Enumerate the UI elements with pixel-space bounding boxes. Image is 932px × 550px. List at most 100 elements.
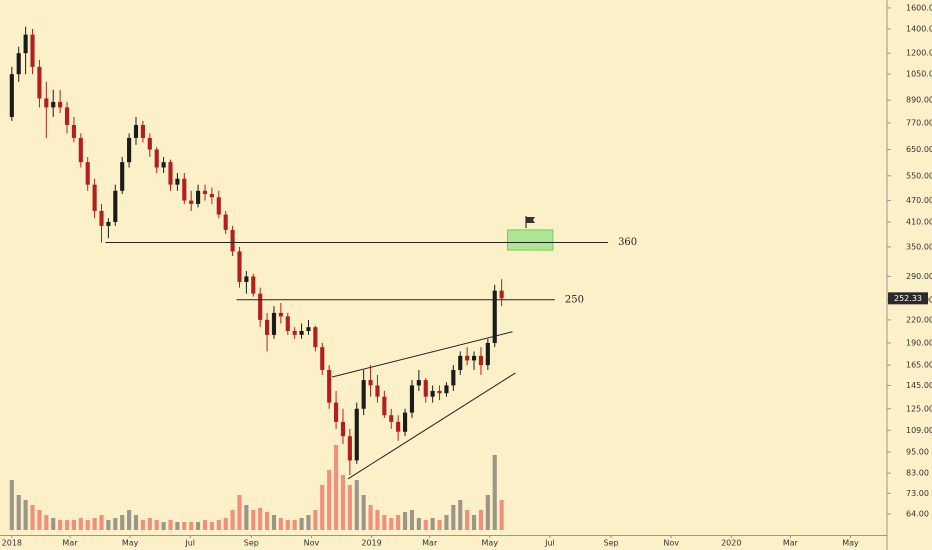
- volume-bar: [299, 518, 304, 530]
- y-tick-label: 650.00: [906, 145, 932, 154]
- candle-body: [189, 200, 194, 204]
- candle-body: [292, 330, 297, 335]
- volume-bar: [51, 518, 56, 530]
- volume-bar: [389, 518, 394, 530]
- x-tick-label: Sep: [244, 539, 259, 548]
- volume-bar: [209, 522, 214, 530]
- volume-bar: [202, 520, 208, 530]
- volume-bar: [182, 522, 187, 530]
- candle-body: [244, 276, 249, 282]
- candle-body: [327, 369, 332, 403]
- candle-body: [196, 190, 201, 204]
- volume-bar: [444, 515, 449, 530]
- y-tick-label: 145.00: [906, 381, 932, 390]
- volume-bar: [354, 480, 359, 530]
- candle-body: [361, 380, 366, 409]
- volume-bar: [223, 518, 228, 530]
- x-tick-label: Mar: [62, 539, 78, 548]
- candle-body: [313, 327, 318, 348]
- volume-bar: [278, 518, 283, 530]
- x-tick-label: Nov: [304, 539, 320, 548]
- volume-bar: [361, 495, 366, 530]
- candle-body: [113, 190, 118, 223]
- volume-bar: [120, 515, 125, 530]
- candle-body: [37, 66, 42, 99]
- volume-bar: [58, 520, 63, 530]
- volume-bar: [99, 515, 104, 530]
- volume-bar: [16, 495, 21, 530]
- candle-body: [451, 369, 456, 386]
- candle-body: [23, 34, 28, 54]
- candle-body: [333, 402, 339, 422]
- candle-body: [237, 251, 242, 282]
- last-price-label: 252.33: [894, 294, 922, 303]
- volume-bar: [465, 510, 470, 530]
- volume-bar: [471, 515, 477, 530]
- candle-body: [402, 412, 408, 432]
- candle-body: [140, 124, 145, 138]
- y-tick-label: 1200.00: [906, 49, 932, 58]
- candle-body: [430, 390, 435, 397]
- candle-body: [71, 124, 76, 138]
- candle-body: [154, 149, 159, 168]
- volume-bar: [285, 520, 290, 530]
- y-tick-label: 1400.00: [906, 24, 932, 33]
- x-tick-label: May: [122, 539, 139, 548]
- candle-body: [382, 396, 387, 416]
- candle-body: [58, 101, 63, 108]
- candle-body: [444, 385, 449, 394]
- candle-body: [471, 355, 477, 361]
- x-tick-label: Mar: [422, 539, 438, 548]
- candle-body: [478, 355, 484, 366]
- candle-body: [147, 137, 152, 150]
- volume-bar: [423, 520, 428, 530]
- candle-body: [409, 385, 415, 413]
- candle-body: [437, 390, 442, 394]
- flag-icon: [525, 216, 535, 228]
- candle-body: [278, 312, 283, 317]
- trend-line: [347, 372, 516, 480]
- volume-bar: [161, 522, 166, 530]
- candle-body: [16, 53, 21, 75]
- volume-bar: [396, 515, 401, 530]
- candle-body: [320, 347, 325, 370]
- candle-body: [209, 193, 214, 198]
- candle-body: [127, 137, 132, 163]
- y-tick-label: 109.00: [906, 426, 932, 435]
- y-tick-label: 350.00: [906, 242, 932, 251]
- volume-bar: [251, 510, 256, 530]
- candle-body: [44, 98, 49, 108]
- y-tick-label: 165.00: [906, 361, 932, 370]
- volume-bar: [340, 475, 346, 530]
- volume-bar: [64, 520, 70, 530]
- volume-bar: [175, 522, 180, 530]
- volume-bar: [430, 518, 435, 530]
- y-tick-label: 770.00: [906, 118, 932, 127]
- volume-bar: [140, 520, 145, 530]
- candle-body: [265, 319, 270, 335]
- candle-body: [485, 342, 490, 366]
- volume-bar: [347, 485, 352, 530]
- volume-bar: [23, 500, 28, 530]
- volume-bar: [85, 520, 90, 530]
- volume-bar: [492, 455, 497, 530]
- candle-body: [416, 380, 421, 386]
- volume-bar: [37, 510, 42, 530]
- x-tick-label: Nov: [663, 539, 679, 548]
- candle-body: [78, 137, 83, 163]
- volume-bar: [78, 518, 83, 530]
- volume-bar: [92, 518, 97, 530]
- candle-body: [340, 421, 346, 437]
- y-tick-label: 64.00: [906, 510, 929, 519]
- y-tick-label: 1600.00: [906, 3, 932, 12]
- volume-bar: [437, 520, 442, 530]
- candle-body: [271, 312, 277, 335]
- x-tick-label: 2019: [361, 539, 381, 548]
- volume-bar: [168, 520, 173, 530]
- volume-bar: [9, 480, 14, 530]
- candle-body: [168, 162, 173, 185]
- candle-body: [368, 380, 373, 386]
- candle-body: [202, 190, 208, 194]
